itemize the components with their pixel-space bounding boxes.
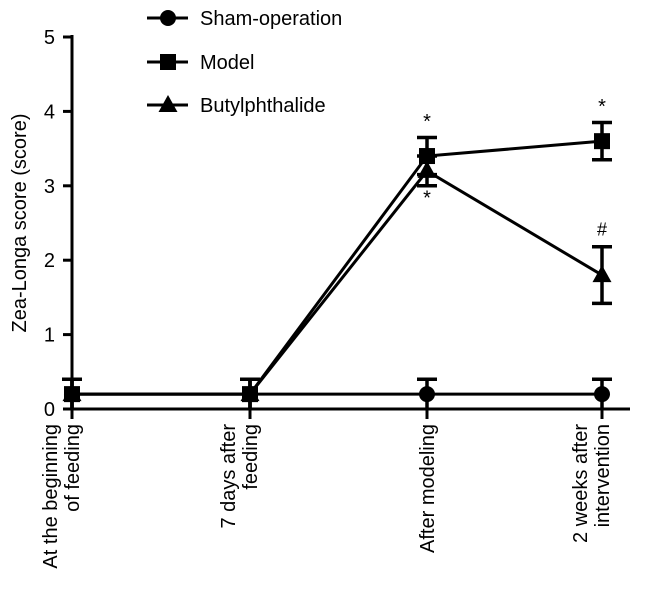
data-point-circle <box>419 386 435 403</box>
data-point-square <box>594 133 610 150</box>
y-axis-title: Zea-Longa score (score) <box>9 114 31 333</box>
data-point-triangle <box>62 384 82 402</box>
x-tick-label: intervention <box>592 424 614 527</box>
series-line-triangle <box>72 168 603 396</box>
legend-marker-square <box>160 54 176 70</box>
data-point-triangle <box>240 384 260 402</box>
series-line-square <box>72 139 603 396</box>
y-tick-label: 3 <box>44 176 55 198</box>
x-tick-label: 2 weeks after <box>570 424 592 543</box>
legend-label: Sham-operation <box>200 8 342 30</box>
legend-label: Model <box>200 52 254 74</box>
significance-mark: * <box>598 96 606 118</box>
legend-marker-triangle <box>158 95 178 112</box>
y-tick-label: 5 <box>44 27 55 49</box>
y-tick-label: 2 <box>44 250 55 272</box>
x-tick-label: of feeding <box>62 424 84 512</box>
legend-marker-circle <box>160 10 176 26</box>
x-tick-label: feeding <box>240 424 262 490</box>
y-tick-label: 1 <box>44 325 55 347</box>
significance-mark: * <box>423 111 431 133</box>
y-tick-label: 0 <box>44 399 55 421</box>
data-point-triangle <box>592 265 612 283</box>
legend-label: Butylphthalide <box>200 95 326 117</box>
y-tick-label: 4 <box>44 101 55 123</box>
significance-mark: # <box>597 220 607 240</box>
data-point-triangle <box>417 160 437 178</box>
data-point-circle <box>594 386 610 403</box>
x-tick-label: At the beginning <box>40 424 62 569</box>
x-tick-label: 7 days after <box>218 424 240 529</box>
x-tick-label: After modeling <box>417 424 439 553</box>
significance-mark: * <box>423 187 431 209</box>
